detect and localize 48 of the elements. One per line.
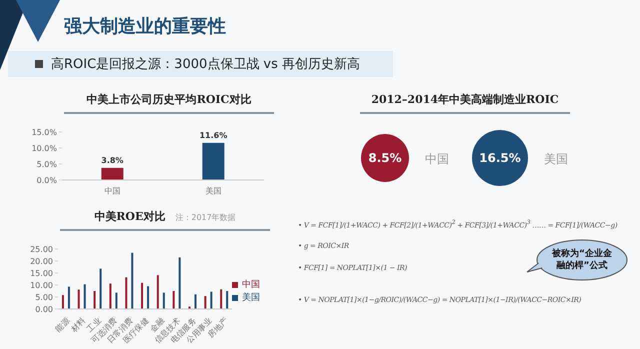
bar xyxy=(141,282,144,309)
y-tick-label: 15.00 xyxy=(30,268,53,278)
y-tick-label: 10.00 xyxy=(30,280,53,290)
text: 2012–2014年中美高端制造业ROIC xyxy=(370,92,560,107)
bar xyxy=(210,292,212,309)
data-label: 3.8% xyxy=(101,156,124,165)
y-tick-label: 0.00 xyxy=(35,304,53,314)
bar xyxy=(84,284,86,309)
text: 高ROIC是回报之源：3000点保卫战 vs 再创历史新高 xyxy=(51,56,360,73)
bar xyxy=(68,286,70,309)
bar xyxy=(125,277,128,309)
y-tick-label: 5.00 xyxy=(35,292,53,302)
y-tick-label: 25.00 xyxy=(30,244,53,254)
y-tick-label: 15.0% xyxy=(32,128,58,137)
chart-title: 中美上市公司历史平均ROIC对比 xyxy=(86,92,252,107)
x-tick-label: 材料 xyxy=(68,316,88,334)
y-tick-label: 0.0% xyxy=(36,176,58,185)
bar xyxy=(115,292,118,309)
data-label: 16.5% xyxy=(479,151,521,165)
chart-title: 中美ROE对比 xyxy=(94,210,166,223)
bar xyxy=(226,291,228,309)
bar xyxy=(178,257,181,309)
bar xyxy=(162,292,165,309)
x-tick-label: 能源 xyxy=(54,316,72,334)
y-tick-label: 5.0% xyxy=(36,160,58,169)
bar xyxy=(204,296,206,309)
category-label: 美国 xyxy=(544,152,568,166)
bar xyxy=(131,252,134,309)
bar xyxy=(172,291,175,309)
category-label: 中国 xyxy=(425,152,449,166)
bar xyxy=(94,291,96,309)
bar xyxy=(156,275,159,309)
bar xyxy=(78,290,80,309)
bar xyxy=(220,289,222,309)
text: 被称为“企业金融的桿”公式 xyxy=(550,248,613,272)
legend-label: 中国 xyxy=(242,280,260,290)
data-label: 8.5% xyxy=(368,151,402,165)
bar xyxy=(194,294,196,309)
bar xyxy=(62,295,64,309)
y-tick-label: 20.00 xyxy=(30,256,53,266)
y-tick-label: 10.0% xyxy=(32,144,58,153)
data-label: 11.6% xyxy=(199,130,228,140)
legend-label: 美国 xyxy=(242,293,260,303)
chart-subtitle: 注：2017年数据 xyxy=(175,213,236,222)
text: 强大制造业的重要性 xyxy=(64,15,226,38)
bar xyxy=(109,284,112,309)
bar xyxy=(147,286,150,309)
bar xyxy=(100,268,102,309)
